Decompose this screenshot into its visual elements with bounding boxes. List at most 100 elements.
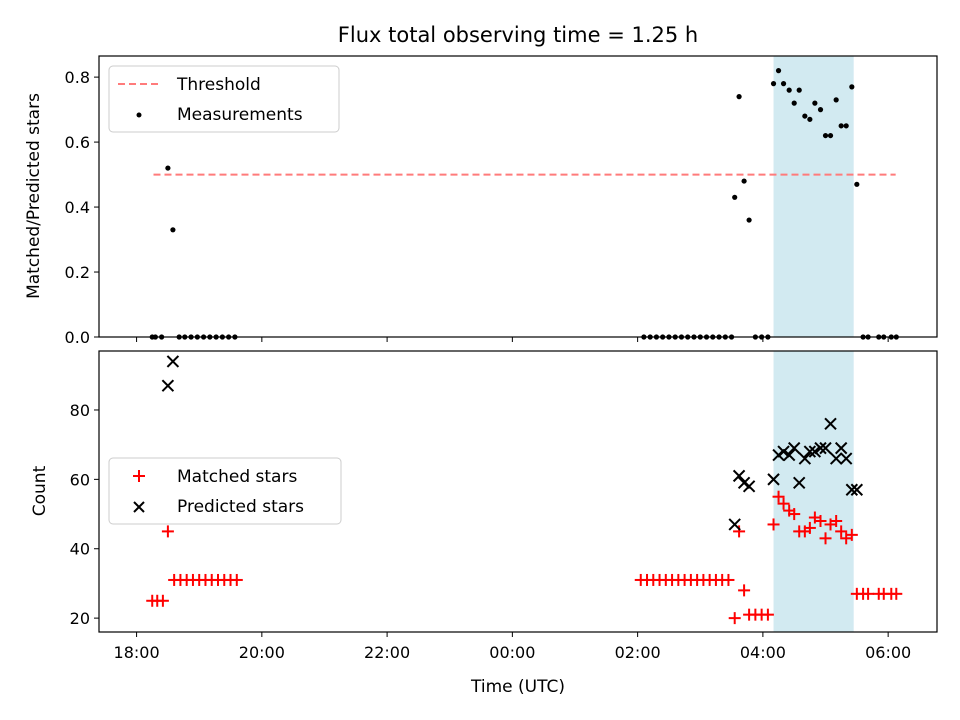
measurement-point (833, 97, 839, 103)
predicted-star-point (787, 441, 801, 455)
measurement-point (849, 84, 855, 90)
measurement-point (786, 87, 792, 93)
predicted-star-point (829, 452, 843, 465)
matched-star-point (862, 587, 875, 600)
measurement-point (807, 116, 813, 122)
matched-star-point (161, 525, 174, 538)
bottom-plot-frame (98, 350, 938, 633)
predicted-star-point (732, 469, 746, 483)
y-tick-label: 0.0 (65, 328, 90, 347)
predicted-star-point (161, 379, 175, 392)
matched-star-point (767, 518, 780, 531)
predicted-star-point (166, 355, 180, 368)
predicted-star-point (845, 483, 859, 496)
predicted-star-point (814, 441, 827, 455)
matched-star-point (803, 521, 816, 534)
matched-star-point (722, 573, 735, 586)
x-tick-label: 20:00 (239, 643, 285, 662)
x-axis-label: Time (UTC) (470, 677, 565, 697)
measurement-point (770, 81, 777, 87)
legend-predicted-label: Predicted stars (177, 497, 304, 517)
predicted-star-point (767, 473, 780, 486)
measurement-point (732, 194, 738, 200)
matched-star-point (230, 573, 243, 586)
measurement-point (736, 94, 742, 100)
chart-title: Flux total observing time = 1.25 h (338, 23, 698, 47)
measurement-point (775, 68, 782, 74)
matched-star-point (845, 528, 858, 541)
matched-star-point (733, 525, 746, 538)
predicted-star-point (742, 480, 756, 493)
matched-star-point (738, 584, 751, 597)
bottom-legend: Matched stars Predicted stars (108, 457, 342, 525)
bottom-panel: 20 40 60 80 18:00 20:00 22:00 00:00 02:00 04:00 0… (30, 350, 938, 697)
matched-star-point (772, 490, 785, 503)
measurement-point (822, 132, 829, 139)
y-tick-label: 40 (70, 540, 90, 559)
predicted-star-point (798, 452, 812, 465)
x-tick-label: 04:00 (740, 643, 786, 662)
bottom-highlight-span (773, 351, 854, 632)
predicted-star-point (728, 518, 741, 531)
matched-star-point (819, 532, 832, 545)
legend-predicted-swatch (133, 501, 145, 513)
matched-star-point (728, 612, 741, 625)
predicted-star-point (850, 483, 864, 496)
measurement-point (796, 87, 802, 93)
matched-star-point (814, 514, 827, 527)
measurement-point (791, 100, 797, 106)
top-plot-frame (98, 55, 938, 338)
y-tick-label: 60 (70, 470, 90, 489)
legend-measurements-swatch (136, 112, 142, 118)
matched-star-point (890, 587, 903, 600)
top-panel: 0.00.20.40.60.8 Matched/Predicted stars … (24, 55, 938, 347)
matched-star-point (830, 514, 843, 527)
legend-measurements-label: Measurements (177, 105, 303, 125)
predicted-star-point (834, 441, 848, 455)
x-tick-label: 00:00 (489, 643, 535, 662)
top-y-axis-label: Matched/Predicted stars (24, 93, 44, 299)
predicted-star-point (803, 445, 817, 458)
measurement-point (843, 123, 849, 129)
y-tick-label: 80 (70, 401, 90, 420)
predicted-star-point (824, 417, 837, 431)
matched-star-point (156, 594, 169, 607)
x-tick-label: 22:00 (364, 643, 410, 662)
measurement-point (838, 123, 844, 129)
y-tick-label: 0.8 (65, 68, 90, 87)
predicted-star-point (808, 445, 822, 458)
y-tick-label: 20 (70, 609, 90, 628)
legend-matched-label: Matched stars (177, 467, 297, 487)
measurement-point (170, 227, 176, 233)
x-tick-label: 06:00 (865, 643, 911, 662)
predicted-star-point (819, 441, 832, 455)
measurement-point (780, 81, 787, 87)
measurement-point (802, 113, 808, 119)
top-highlight-span (773, 56, 854, 337)
matched-star-point (761, 608, 774, 621)
matched-star-point (777, 497, 790, 510)
measurement-point (746, 217, 752, 223)
measurement-point (812, 100, 818, 106)
measurement-point (827, 132, 834, 139)
y-tick-label: 0.6 (65, 133, 90, 152)
y-tick-label: 0.4 (65, 198, 90, 217)
measurement-point (741, 178, 747, 184)
x-tick-label: 02:00 (615, 643, 661, 662)
x-tick-label: 18:00 (114, 643, 160, 662)
predicted-star-point (839, 452, 853, 465)
predicted-star-point (793, 476, 806, 490)
measurement-point (165, 165, 171, 171)
legend-threshold-label: Threshold (176, 75, 261, 95)
matched-star-point (835, 525, 848, 538)
predicted-star-point (777, 445, 790, 458)
matched-star-point (788, 508, 801, 521)
predicted-star-point (782, 448, 796, 462)
measurement-point (854, 181, 860, 187)
top-legend: Threshold Measurements (108, 65, 340, 133)
bottom-y-axis-label: Count (30, 465, 50, 516)
legend-matched-swatch (133, 470, 145, 482)
measurement-point (817, 107, 824, 113)
y-tick-label: 0.2 (65, 263, 90, 282)
